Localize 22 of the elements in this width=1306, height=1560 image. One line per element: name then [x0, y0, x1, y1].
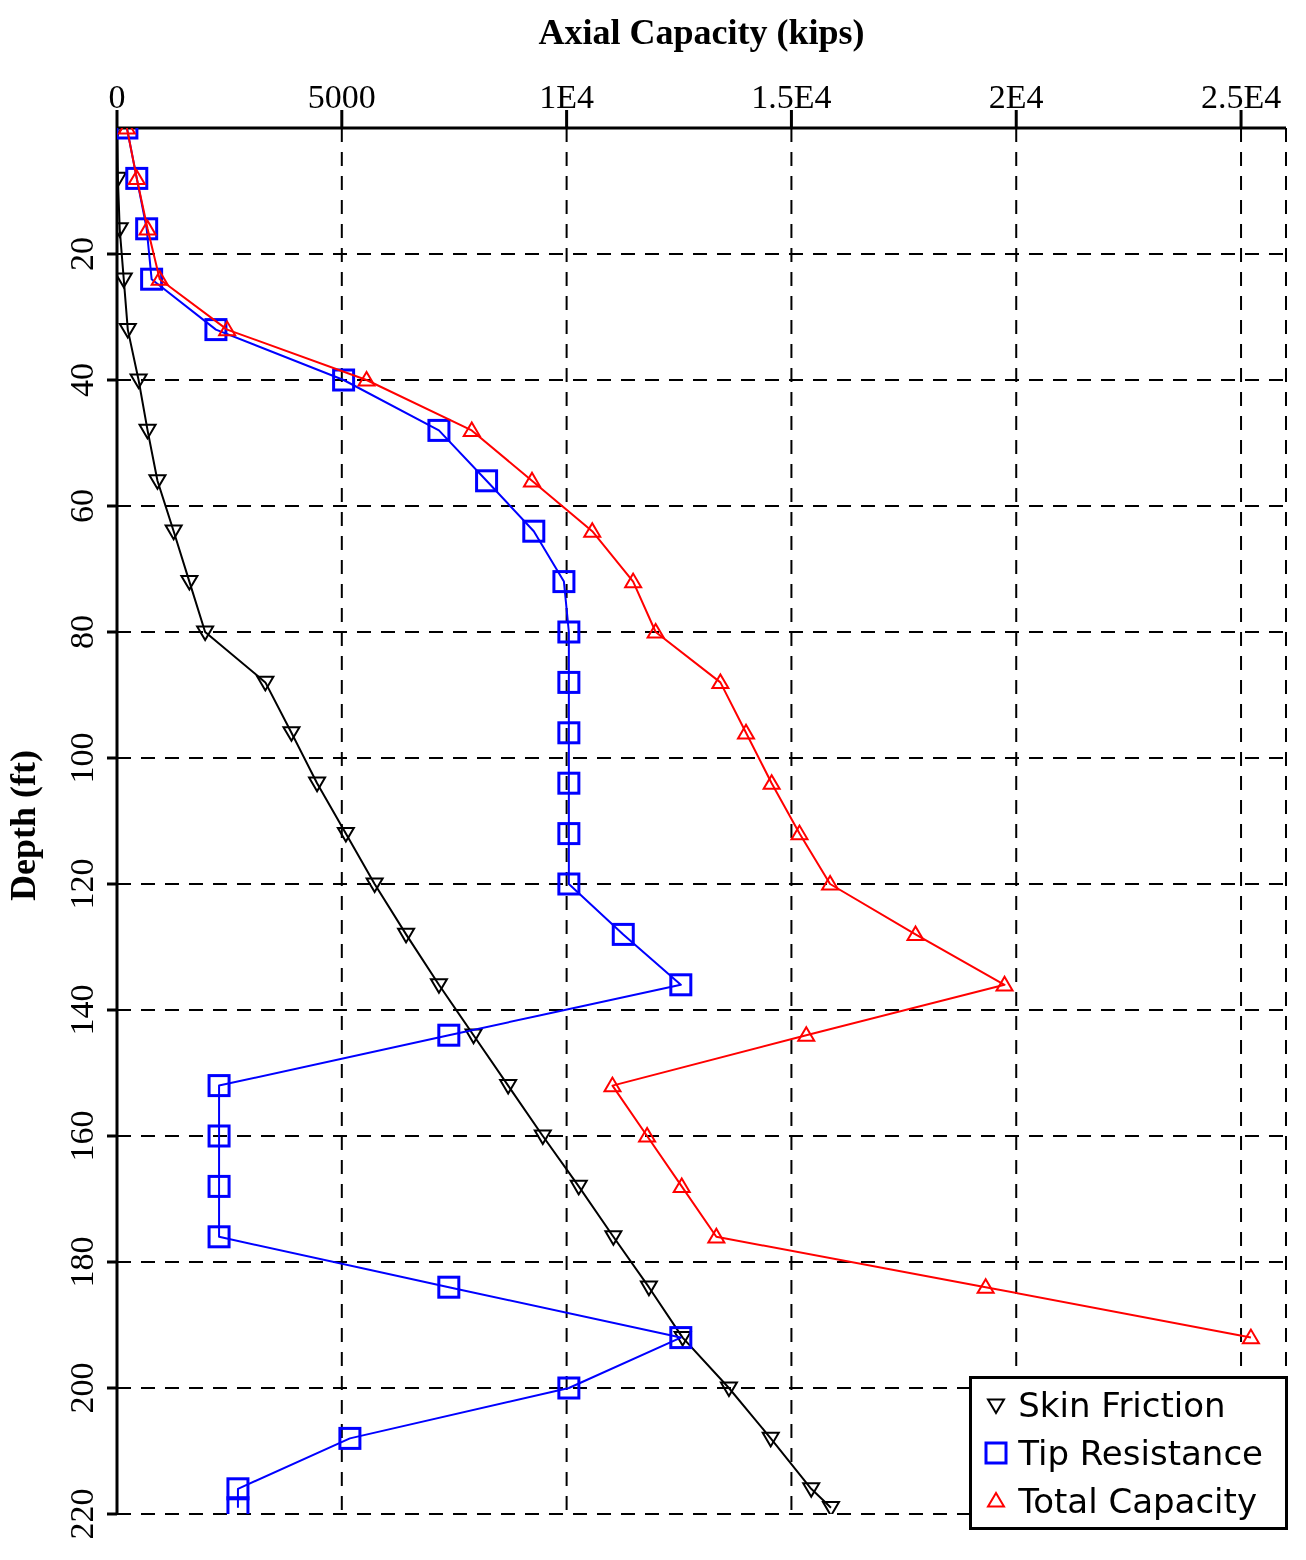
x-tick-label: 1.5E4: [751, 78, 832, 115]
y-tick-label: 100: [63, 732, 100, 784]
y-tick-label: 140: [63, 984, 100, 1036]
x-tick-label: 1E4: [539, 78, 595, 115]
x-tick-label: 5000: [307, 78, 376, 115]
x-axis-title: Axial Capacity (kips): [538, 11, 865, 52]
y-axis-title: Depth (ft): [2, 750, 43, 901]
x-tick-label: 2.5E4: [1200, 78, 1282, 115]
y-tick-label: 20: [63, 237, 100, 271]
y-tick-label: 120: [63, 858, 100, 910]
y-tick-label: 220: [63, 1488, 100, 1540]
y-tick-label: 180: [63, 1236, 100, 1288]
legend-label: Skin Friction: [1018, 1384, 1226, 1427]
x-tick-label: 2E4: [988, 78, 1044, 115]
y-tick-label: 160: [63, 1110, 100, 1162]
y-tick-label: 60: [63, 489, 100, 523]
y-tick-label: 40: [63, 363, 100, 397]
y-tick-label: 200: [63, 1362, 100, 1414]
x-tick-label: 0: [108, 78, 126, 115]
legend-label: Tip Resistance: [1018, 1432, 1263, 1475]
legend-label: Total Capacity: [1018, 1480, 1258, 1523]
y-tick-label: 80: [63, 615, 100, 649]
